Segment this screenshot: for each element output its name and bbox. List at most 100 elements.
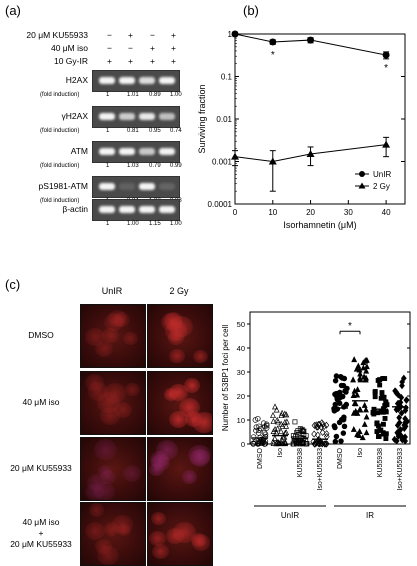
significance-asterisk: * [384,63,388,74]
blot-name: β-actin [62,204,88,214]
micrograph [80,371,146,435]
data-point [270,411,276,418]
data-point [271,435,278,441]
cell-nucleus [94,340,113,358]
data-point [395,391,402,399]
data-point [319,439,326,447]
blot-band [99,206,115,213]
blot-band [159,148,175,155]
cell-nucleus [188,444,211,465]
data-point [321,422,327,431]
blot-band [99,183,115,190]
fold-value: 1.00 [170,92,182,98]
fold-value: 1.00 [170,221,182,227]
data-point [262,438,269,445]
y-tick-label: 0.01 [216,115,232,124]
data-point [323,440,330,448]
fold-induction-label: (fold induction) [40,198,80,204]
data-point [307,36,315,44]
data-point [260,420,267,426]
data-point [356,432,363,438]
condition-value: + [150,56,155,66]
data-point [340,430,347,436]
row-label-line: DMSO [28,329,54,340]
series-line [234,144,387,163]
cell-nucleus [102,328,119,344]
cell-nucleus [85,483,104,500]
x-axis-label: Isorhamnetin (μM) [283,220,356,230]
column-header: 2 Gy [169,286,189,296]
row-label: 40 μM iso [6,397,76,408]
row-label: 20 μM KU55933 [6,463,76,474]
x-category-label: DMSO [337,447,344,469]
data-point [382,51,390,59]
cell-nucleus [98,464,113,478]
blot-band-image [92,106,180,128]
data-point [261,423,268,430]
data-point [301,428,307,434]
data-point [270,428,277,435]
cell-nucleus [107,310,127,328]
cell-nucleus [117,523,132,537]
data-point [315,420,322,429]
data-point [275,439,282,446]
panel-c-label: (c) [5,277,21,292]
cell-nucleus [99,469,117,485]
x-tick-label: 30 [344,208,353,217]
data-point [338,438,344,444]
data-point [281,418,288,425]
fold-value: 1.03 [127,163,139,169]
cell-nucleus [85,374,104,391]
cell-nucleus [85,521,106,540]
data-point [357,374,363,381]
data-point [270,440,277,446]
y-axis-label: Number of 53BP1 foci per cell [221,325,230,431]
data-point [274,416,281,423]
data-point [352,400,359,407]
data-point [392,387,398,395]
fold-value: 1 [106,221,110,227]
fold-value: 1 [106,92,110,98]
fold-value: 0.99 [170,163,182,169]
significance-asterisk: * [271,50,275,61]
data-point [306,150,315,158]
data-point [338,382,345,389]
condition-value: − [107,30,112,40]
data-point [350,376,357,383]
cell-nucleus [151,511,167,525]
fold-value: 0.89 [149,92,161,98]
blot-band [119,183,135,190]
data-point [393,406,400,414]
fold-value: 1.00 [127,221,139,227]
condition-value: + [171,30,176,40]
data-point [283,418,290,425]
cell-nucleus [97,545,119,565]
x-category-label: DMSO [257,447,264,469]
data-point [253,424,260,430]
data-point [356,428,363,435]
data-point [374,429,380,435]
cell-nucleus [96,392,121,414]
condition-label: 40 μM iso [50,43,88,53]
data-point [333,433,340,440]
data-point [376,433,382,439]
cell-nucleus [163,388,178,402]
data-point [292,419,298,425]
y-tick-label: 20 [237,392,245,401]
cell-nucleus [123,332,138,346]
cell-nucleus [87,474,106,492]
blot-band [139,183,155,190]
data-point [252,417,259,423]
legend-label: 2 Gy [373,182,390,191]
row-label-line: 40 μM iso [22,516,60,527]
blot-name: H2AX [65,75,88,85]
blot-band [159,113,175,120]
data-point [382,140,391,148]
data-point [391,435,398,444]
cell-nucleus [100,406,121,425]
data-point [398,432,404,440]
data-point [375,410,381,416]
data-point [313,439,319,447]
data-point [382,416,388,421]
data-point [363,406,369,413]
